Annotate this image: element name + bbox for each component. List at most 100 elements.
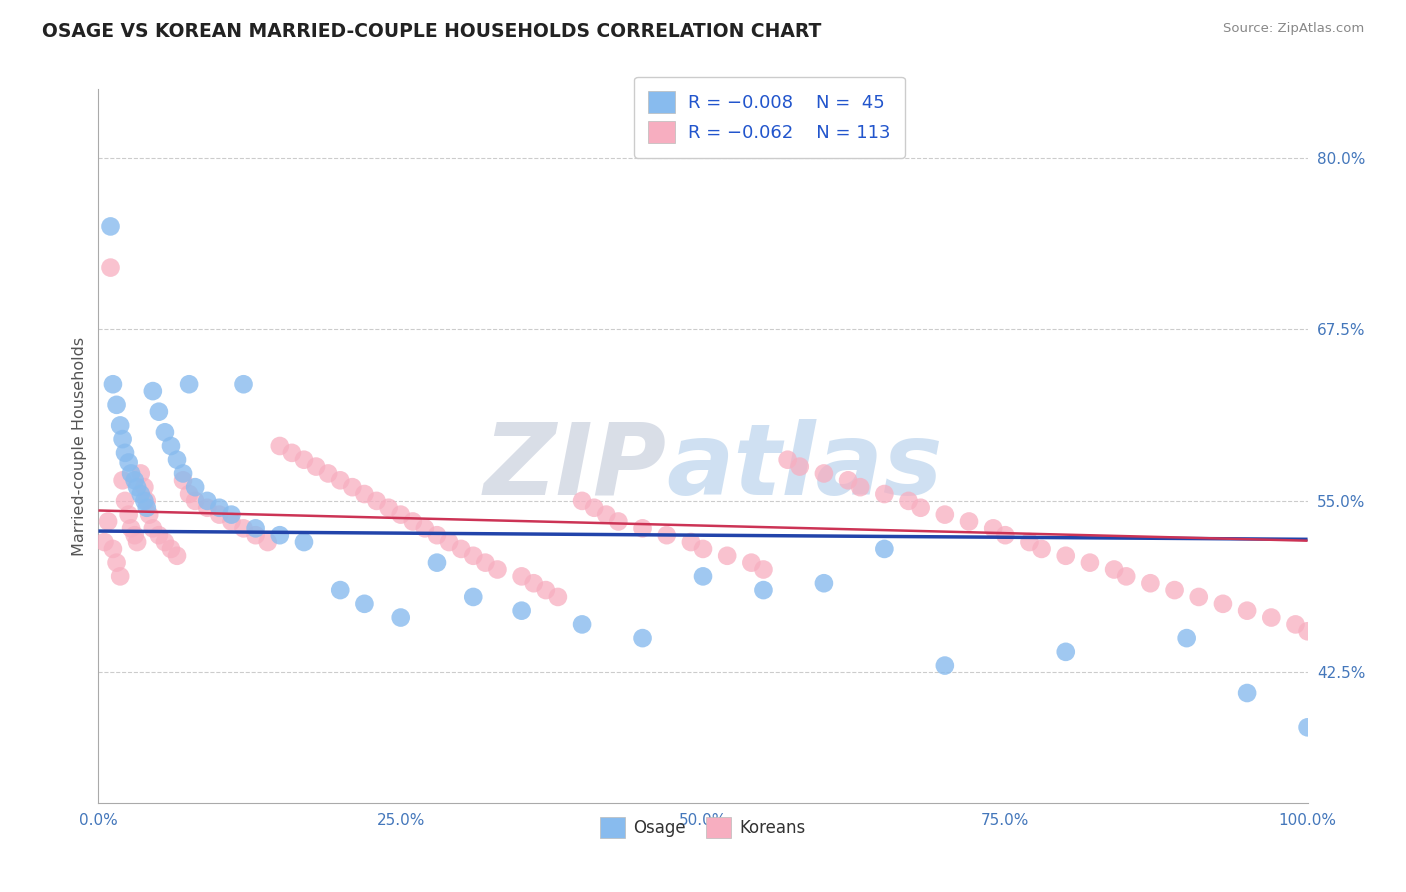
Point [329, 583, 352, 598]
Point [523, 576, 546, 591]
Point [631, 631, 654, 645]
Point [256, 535, 278, 549]
Point [752, 583, 775, 598]
Point [342, 480, 364, 494]
Point [1357, 651, 1379, 665]
Point [172, 467, 194, 481]
Point [135, 494, 157, 508]
Point [1054, 549, 1077, 563]
Point [108, 569, 131, 583]
Text: OSAGE VS KOREAN MARRIED-COUPLE HOUSEHOLDS CORRELATION CHART: OSAGE VS KOREAN MARRIED-COUPLE HOUSEHOLD… [42, 22, 821, 41]
Point [402, 515, 425, 529]
Point [716, 549, 738, 563]
Point [245, 528, 267, 542]
Point [221, 515, 243, 529]
Point [232, 521, 254, 535]
Point [486, 562, 509, 576]
Point [269, 439, 291, 453]
Point [1284, 617, 1306, 632]
Point [981, 521, 1004, 535]
Text: atlas: atlas [666, 419, 943, 516]
Text: Source: ZipAtlas.com: Source: ZipAtlas.com [1223, 22, 1364, 36]
Point [281, 446, 304, 460]
Point [269, 528, 291, 542]
Point [232, 377, 254, 392]
Point [108, 418, 131, 433]
Point [124, 528, 146, 542]
Point [353, 597, 375, 611]
Point [160, 541, 183, 556]
Point [138, 508, 160, 522]
Point [389, 610, 412, 624]
Point [127, 535, 149, 549]
Point [120, 467, 142, 481]
Text: ZIP: ZIP [484, 419, 666, 516]
Point [413, 521, 436, 535]
Point [305, 459, 328, 474]
Point [789, 459, 811, 474]
Point [1212, 597, 1234, 611]
Point [1236, 686, 1258, 700]
Point [837, 473, 859, 487]
Point [135, 500, 157, 515]
Point [571, 617, 593, 632]
Point [583, 500, 606, 515]
Y-axis label: Married-couple Households: Married-couple Households [72, 336, 87, 556]
Point [208, 500, 231, 515]
Point [595, 508, 617, 522]
Point [752, 562, 775, 576]
Point [849, 480, 872, 494]
Point [166, 549, 188, 563]
Point [534, 583, 557, 598]
Point [111, 473, 134, 487]
Point [463, 549, 485, 563]
Point [221, 508, 243, 522]
Point [1260, 610, 1282, 624]
Point [1139, 576, 1161, 591]
Point [1115, 569, 1137, 583]
Point [426, 528, 449, 542]
Point [184, 494, 207, 508]
Point [195, 494, 218, 508]
Point [195, 500, 218, 515]
Point [93, 535, 115, 549]
Point [129, 467, 152, 481]
Point [389, 508, 412, 522]
Point [316, 467, 339, 481]
Point [1381, 658, 1403, 673]
Point [118, 455, 141, 469]
Point [631, 521, 654, 535]
Point [172, 473, 194, 487]
Point [474, 556, 496, 570]
Point [111, 432, 134, 446]
Point [134, 494, 156, 508]
Point [292, 535, 315, 549]
Point [100, 219, 122, 234]
Point [910, 500, 932, 515]
Point [97, 515, 120, 529]
Point [607, 515, 630, 529]
Point [124, 473, 146, 487]
Point [873, 541, 896, 556]
Point [129, 487, 152, 501]
Point [897, 494, 920, 508]
Point [679, 535, 702, 549]
Point [329, 473, 352, 487]
Point [934, 508, 956, 522]
Point [1102, 562, 1125, 576]
Point [1054, 645, 1077, 659]
Point [1236, 604, 1258, 618]
Point [353, 487, 375, 501]
Point [1296, 624, 1319, 639]
Point [450, 541, 472, 556]
Point [776, 452, 799, 467]
Point [1031, 541, 1053, 556]
Point [153, 535, 176, 549]
Point [179, 377, 201, 392]
Point [208, 508, 231, 522]
Point [127, 480, 149, 494]
Point [118, 508, 141, 522]
Point [366, 494, 388, 508]
Point [813, 576, 835, 591]
Point [101, 377, 124, 392]
